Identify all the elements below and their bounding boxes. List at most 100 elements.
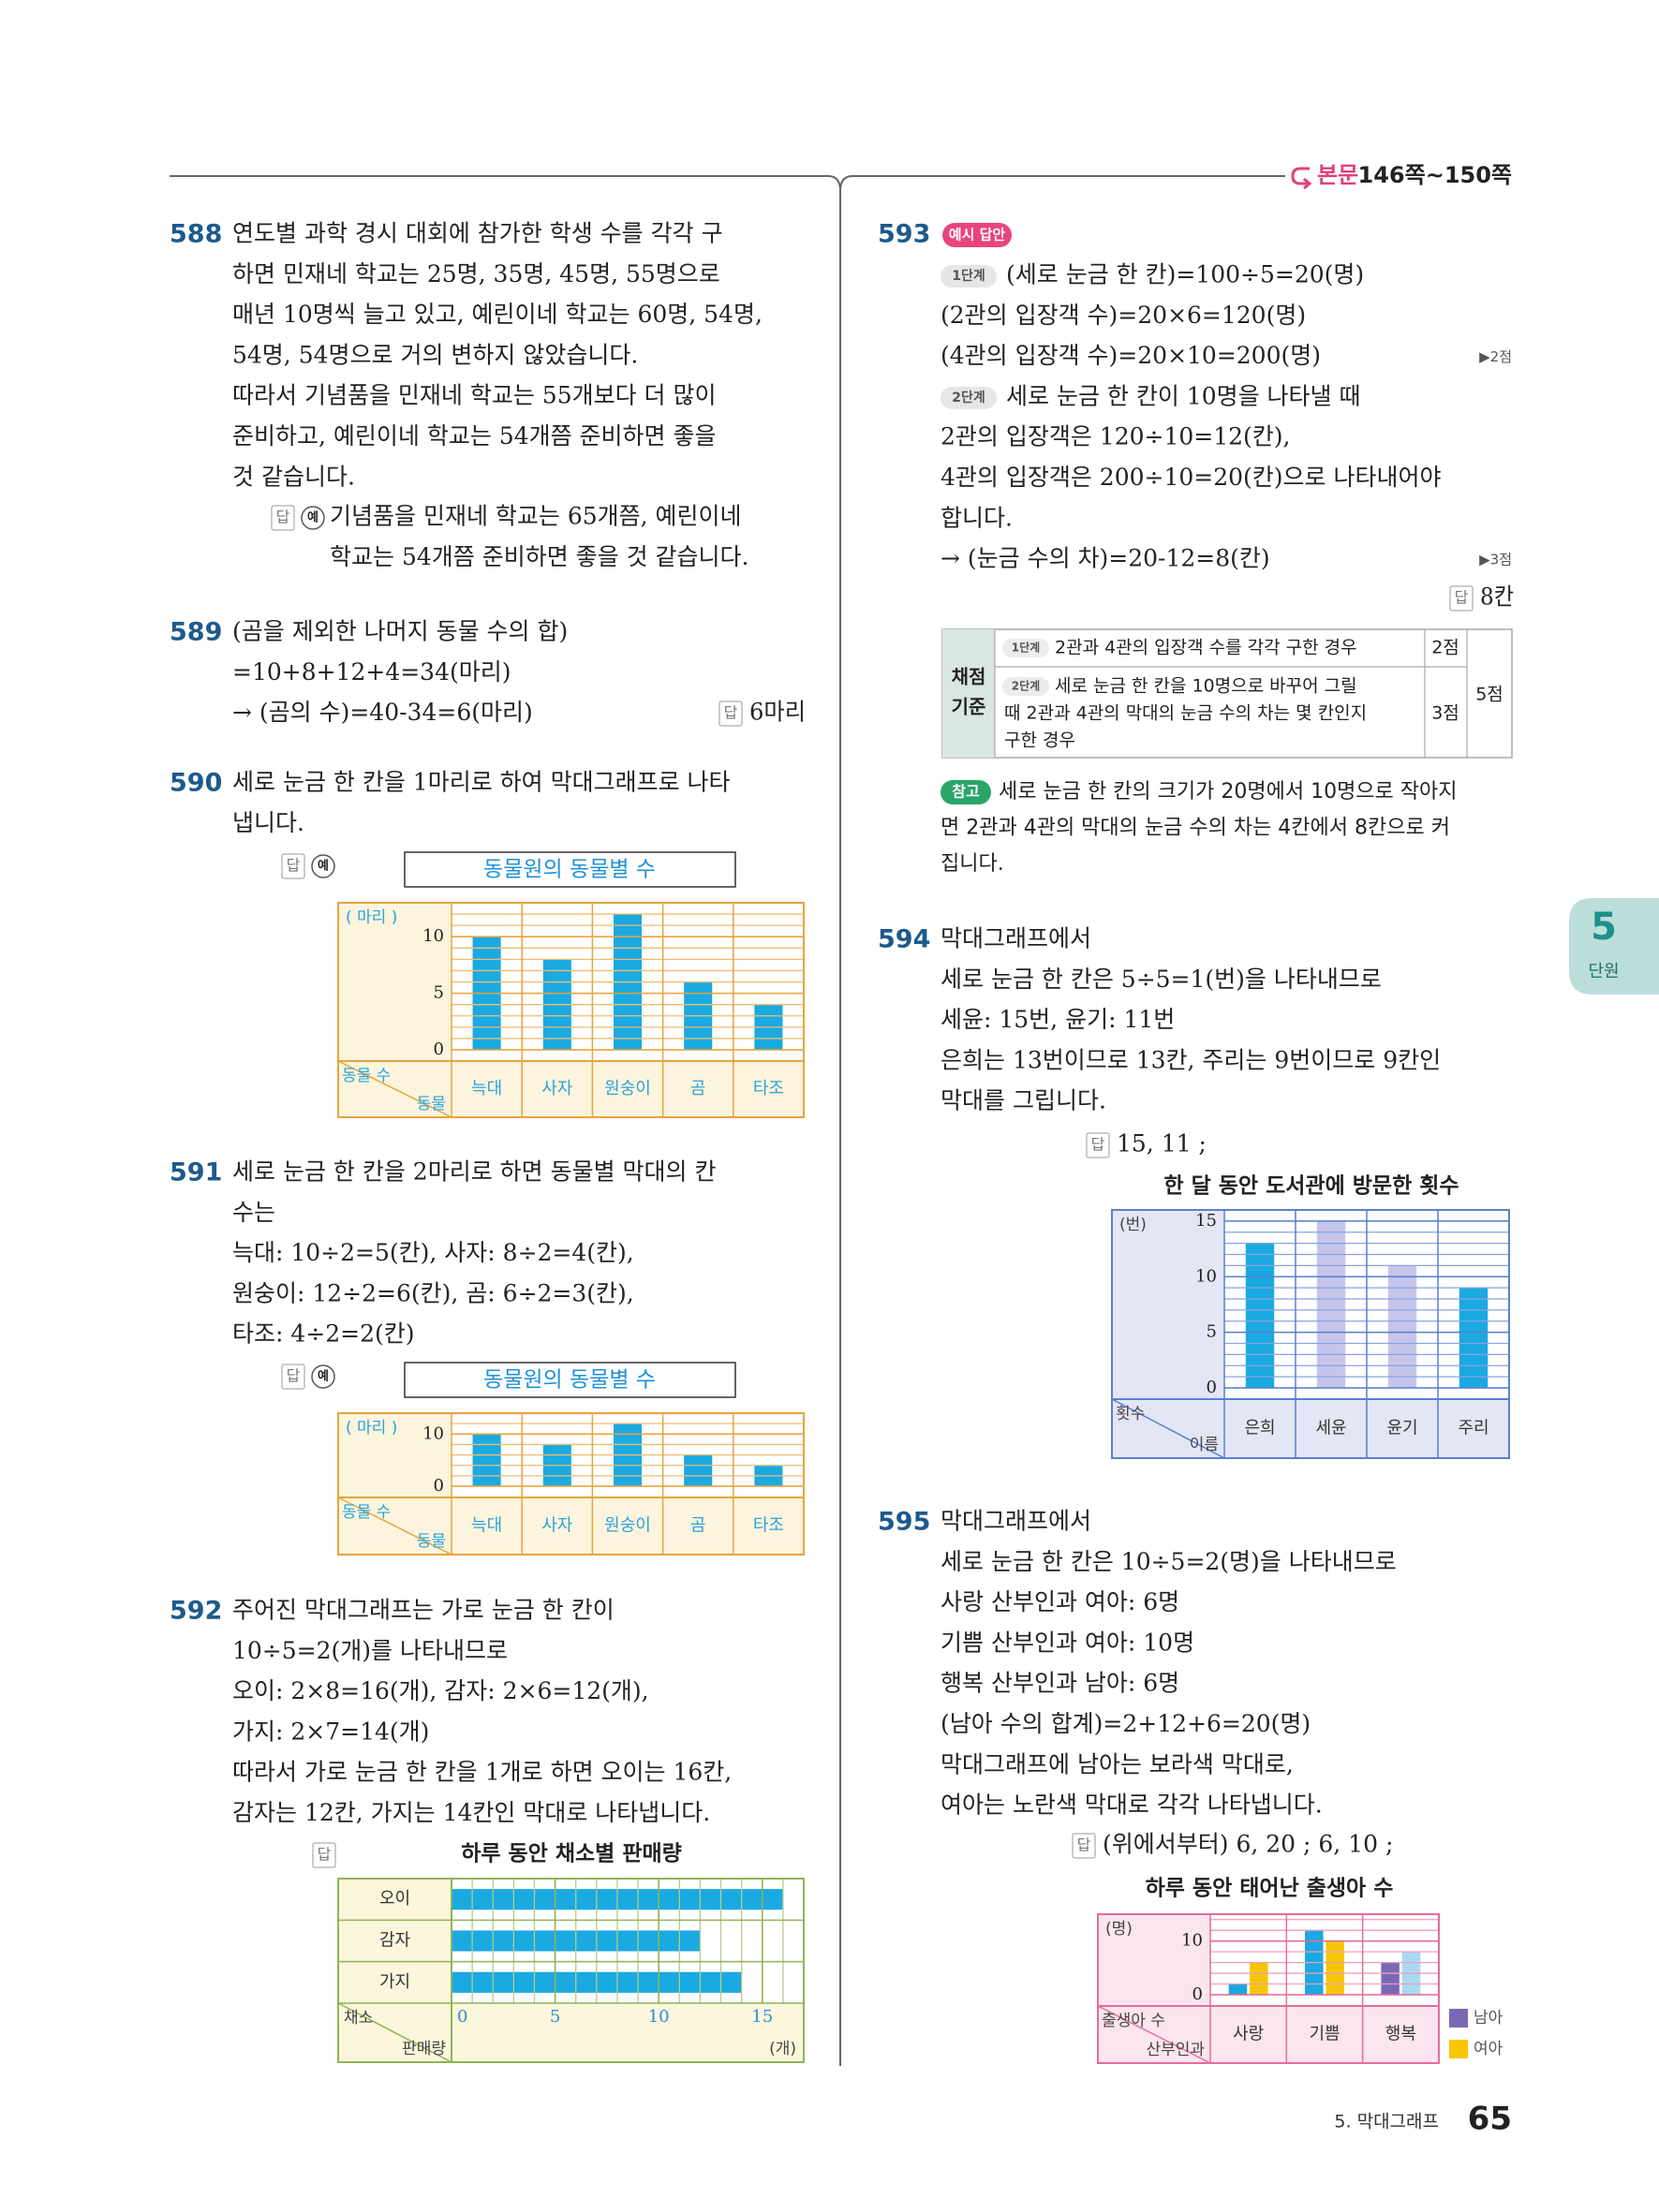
y-tick-label: 0 [1192, 1984, 1203, 2004]
body-line: 매년 10명씩 늘고 있고, 예린이네 학교는 60명, 54명, [232, 301, 763, 328]
category-axis-label: 동물 [417, 1532, 446, 1551]
body-line: 막대그래프에서 [941, 1508, 1091, 1535]
chart-title-box [404, 851, 736, 888]
answer-box [281, 1364, 305, 1390]
x-tick-label: 5 [550, 2007, 560, 2027]
legend-swatch [1449, 2040, 1468, 2058]
body-line: 준비하고, 예린이네 학교는 54개쯤 준비하면 좋을 [232, 422, 717, 450]
body-line: 10÷5=2(개)를 나타내므로 [232, 1637, 508, 1664]
y-tick-label: 오이 [379, 1889, 410, 1909]
body-line: (남아 수의 합계)=2+12+6=20(명) [941, 1710, 1311, 1737]
answer-example: 예 [307, 510, 318, 525]
value-axis-label: 동물 수 [342, 1067, 391, 1085]
y-tick-label: 10 [422, 1423, 444, 1443]
header-label: 본문 [1317, 162, 1358, 188]
category-axis-label: 동물 [417, 1095, 446, 1113]
badge-label: 2단계 [1012, 679, 1040, 693]
badge-label: 예시 답안 [949, 227, 1006, 243]
bar [472, 1434, 501, 1486]
side-tab-label: 단원 [1588, 962, 1619, 981]
x-tick-label: 세윤 [1315, 1419, 1346, 1438]
table-header-cell [942, 629, 995, 758]
y-tick-label: 가지 [379, 1972, 410, 1992]
corner-diagonal [337, 2002, 452, 2063]
category-axis-label: 산부인과 [1146, 2041, 1205, 2059]
bar [1228, 1983, 1248, 1995]
footer-chapter: 5. 막대그래프 [1334, 2112, 1439, 2132]
body-line: 주어진 막대그래프는 가로 눈금 한 칸이 [232, 1597, 615, 1624]
value-axis-label: 판매량 [402, 2040, 446, 2058]
body-line: 세로 눈금 한 칸을 2마리로 하면 동물별 막대의 칸 [232, 1158, 716, 1186]
problem-number: 595 [878, 1508, 930, 1537]
badge [941, 780, 991, 804]
body-line: 2관의 입장객은 120÷10=12(칸), [941, 423, 1291, 450]
body-line: 막대그래프에 남아는 보라색 막대로, [941, 1750, 1294, 1777]
x-tick-label: 곰 [690, 1516, 706, 1536]
chart-frame [337, 902, 805, 1118]
x-tick-label: 기쁨 [1309, 2025, 1340, 2044]
y-tick-label: 0 [434, 1040, 444, 1059]
x-tick-label: 윤기 [1386, 1419, 1417, 1438]
page-number: 65 [1468, 2101, 1512, 2138]
example-mark [311, 1364, 335, 1389]
axis-panel [1098, 1914, 1210, 2063]
example-mark [301, 506, 325, 530]
body-line: 연도별 과학 경시 대회에 참가한 학생 수를 각각 구 [232, 220, 723, 247]
x-tick-label: 은희 [1244, 1419, 1275, 1438]
chart-frame [1111, 1209, 1510, 1459]
body-line: 세로 눈금 한 칸이 10명을 나타낼 때 [1006, 382, 1361, 409]
legend-swatch [1449, 2009, 1468, 2028]
unit-label: ( 마리 ) [346, 1419, 397, 1438]
value-row [452, 2003, 804, 2062]
value-axis-label: 출생아 수 [1102, 2012, 1165, 2030]
unit-label: (개) [769, 2040, 796, 2058]
table-header: 채점 [952, 666, 986, 688]
body-line: 막대그래프에서 [941, 925, 1091, 952]
badge [942, 223, 1012, 247]
table-text: 세로 눈금 한 칸을 10명으로 바꾸어 그릴 [1055, 676, 1357, 697]
answer-label: 답 [287, 857, 301, 875]
category-axis-label: 채소 [344, 2009, 373, 2028]
badge [1002, 639, 1049, 657]
body-line: (2관의 입장객 수)=20×6=120(명) [941, 302, 1306, 329]
note-line: 세로 눈금 한 칸의 크기가 20명에서 10명으로 작아지 [999, 780, 1458, 804]
body-line: 원숭이: 12÷2=6(칸), 곰: 6÷2=3(칸), [232, 1279, 634, 1306]
bar [1381, 1962, 1400, 1995]
category-row [452, 1497, 804, 1555]
body-line: 세윤: 15번, 윤기: 11번 [941, 1006, 1175, 1033]
bar [1459, 1288, 1489, 1388]
body-line: 따라서 기념품을 민재네 학교는 55개보다 더 많이 [232, 382, 717, 409]
axis-panel [338, 1413, 452, 1555]
header-icon [1291, 167, 1312, 190]
body-line: 수는 [232, 1199, 275, 1226]
answer-label: 답 [318, 1846, 332, 1864]
chart-title-box [404, 1362, 736, 1398]
chart-title: 하루 동안 채소별 판매량 [461, 1842, 682, 1866]
side-tab-number: 5 [1591, 906, 1617, 949]
answer-box [1086, 1132, 1110, 1158]
badge-label: 참고 [952, 783, 980, 801]
body-line: 오이: 2×8=16(개), 감자: 2×6=12(개), [232, 1677, 649, 1704]
answer-box [271, 505, 295, 531]
body-line: 기쁨 산부인과 여아: 10명 [941, 1629, 1194, 1656]
badge [941, 386, 997, 409]
bar [1250, 1962, 1268, 1995]
y-tick-label: 10 [1181, 1931, 1203, 1951]
badge-label: 2단계 [952, 390, 985, 406]
body-line: (세로 눈금 한 칸)=100÷5=20(명) [1006, 261, 1364, 288]
body-line: → (곰의 수)=40-34=6(마리) [232, 699, 533, 726]
score: ▶3점 [1479, 552, 1512, 568]
example-mark [311, 854, 335, 878]
body-line: 세로 눈금 한 칸은 10÷5=2(명)을 나타내므로 [941, 1548, 1397, 1575]
legend-label: 남아 [1474, 2009, 1503, 2028]
bar [1316, 1220, 1346, 1388]
table-header: 기준 [952, 696, 986, 718]
answer-text: 8칸 [1480, 583, 1514, 611]
corner-diagonal [1111, 1398, 1225, 1459]
problem-number: 594 [878, 925, 930, 954]
corner-diagonal [337, 1497, 452, 1556]
answer-label: 답 [287, 1367, 301, 1385]
body-line: → (눈금 수의 차)=20-12=8(칸) [941, 545, 1270, 572]
answer-label: 답 [1091, 1136, 1105, 1154]
